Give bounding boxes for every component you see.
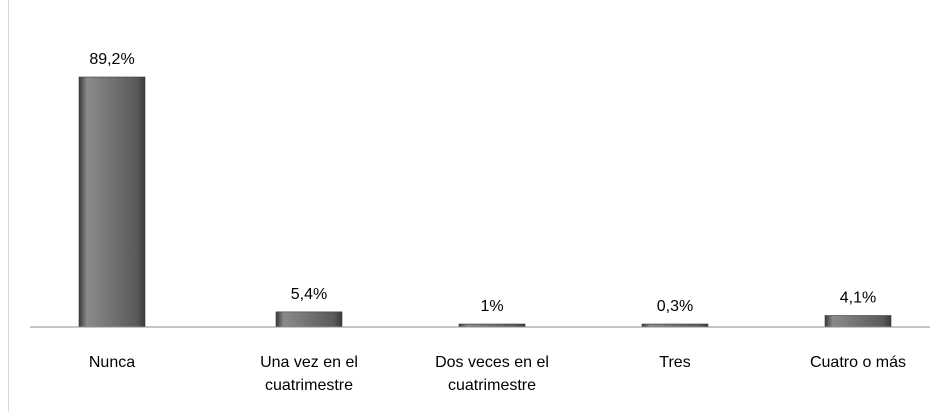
category-label-3: Dos veces en el cuatrimestre [435, 354, 549, 394]
category-label-line: Cuatro o más [810, 354, 906, 371]
category-label-line: cuatrimestre [448, 377, 536, 394]
bar-2 [275, 311, 343, 328]
data-label-2: 5,4% [291, 286, 327, 303]
category-label-4: Tres [659, 354, 690, 371]
bar-1 [78, 76, 146, 328]
category-label-2: Una vez en el cuatrimestre [260, 354, 358, 394]
category-label-line: Una vez en el [260, 354, 358, 371]
category-label-line: cuatrimestre [265, 377, 353, 394]
data-label-1: 89,2% [89, 51, 134, 68]
category-label-line: Nunca [89, 354, 135, 371]
category-label-line: Tres [659, 354, 690, 371]
category-label-line: Dos veces en el [435, 354, 549, 371]
data-label-4: 0,3% [657, 298, 693, 315]
bar-5 [824, 315, 892, 328]
data-label-3: 1% [480, 298, 503, 315]
category-label-1: Nunca [89, 354, 135, 371]
category-label-5: Cuatro o más [810, 354, 906, 371]
chart-frame-line [8, 0, 9, 412]
data-label-5: 4,1% [840, 290, 876, 307]
